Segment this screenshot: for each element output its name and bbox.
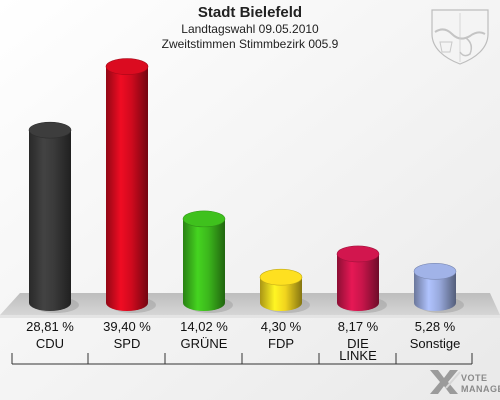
value-labels: 28,81 % 39,40 % 14,02 % 4,30 % 8,17 % 5,28 % bbox=[26, 319, 456, 334]
bar-cdu bbox=[28, 121, 79, 313]
value-label-fdp: 4,30 % bbox=[261, 319, 302, 334]
category-label-spd: SPD bbox=[114, 336, 141, 351]
vote-manager-x-icon bbox=[430, 370, 461, 394]
brand-manager: MANAGER bbox=[461, 384, 500, 394]
floor-shadow bbox=[0, 315, 500, 318]
category-label-fdp: FDP bbox=[268, 336, 294, 351]
value-label-sonstige: 5,28 % bbox=[415, 319, 456, 334]
bar-spd bbox=[105, 58, 156, 313]
bar-gr-ne bbox=[182, 210, 233, 313]
category-axis bbox=[11, 353, 473, 365]
chart-subtitle-district: Zweitstimmen Stimmbezirk 005.9 bbox=[162, 37, 339, 51]
category-label-gr-ne: GRÜNE bbox=[181, 336, 228, 351]
brand-vote: VOTE bbox=[461, 373, 488, 383]
category-label-die-linke: DIE LINKE bbox=[339, 336, 377, 363]
value-label-spd: 39,40 % bbox=[103, 319, 151, 334]
nrw-coat-of-arms-icon bbox=[431, 9, 489, 65]
value-label-cdu: 28,81 % bbox=[26, 319, 74, 334]
bar-fdp bbox=[259, 268, 310, 313]
category-label-sonstige: Sonstige bbox=[410, 336, 461, 351]
value-label-gr-ne: 14,02 % bbox=[180, 319, 228, 334]
bar-sonstige bbox=[413, 263, 464, 313]
category-label-cdu: CDU bbox=[36, 336, 64, 351]
chart-subtitle-date: Landtagswahl 09.05.2010 bbox=[181, 22, 319, 36]
bars-layer bbox=[28, 58, 464, 313]
value-label-die-linke: 8,17 % bbox=[338, 319, 379, 334]
category-labels: CDU SPD GRÜNE FDP DIE LINKE Sonstige bbox=[36, 336, 460, 363]
chart-title: Stadt Bielefeld bbox=[198, 4, 302, 21]
bar-die-linke bbox=[336, 245, 387, 313]
